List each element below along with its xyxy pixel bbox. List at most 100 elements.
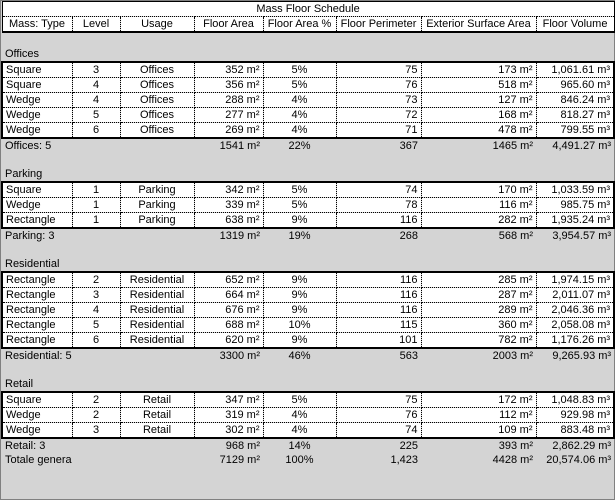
- cell-floor-area: 339 m²: [193, 197, 264, 213]
- cell-usage: [120, 228, 194, 243]
- group-total-row: Offices: 5 1541 m² 22% 367 1465 m² 4,491.27 m…: [2, 138, 615, 153]
- table-row[interactable]: Wedge 1 Parking 339 m² 5% 78 116 m² 985.75 m³: [1, 197, 615, 213]
- cell-floor-volume: 2,046.36 m³: [535, 302, 615, 318]
- cell-floor-perimeter: 268: [336, 228, 421, 243]
- cell-floor-area: 22%: [263, 138, 336, 153]
- cell-usage: Offices: [119, 107, 195, 123]
- cell-floor-perimeter: 76: [335, 77, 422, 93]
- cell-floor-area: 676 m²: [193, 302, 264, 318]
- cell-floor-area: 9%: [262, 302, 337, 318]
- cell-usage: Parking: [119, 181, 195, 198]
- table-row[interactable]: Square 2 Retail 347 m² 5% 75 172 m² 1,048.83 m³: [1, 391, 615, 408]
- cell-mass-type: Square: [1, 391, 73, 408]
- cell-floor-perimeter: 78: [335, 197, 422, 213]
- cell-usage: Residential: [119, 287, 195, 303]
- cell-level: 5: [71, 107, 121, 123]
- cell-level: 4: [71, 77, 121, 93]
- cell-usage: Offices: [119, 77, 195, 93]
- cell-usage: Residential: [119, 271, 195, 288]
- header-row: Mass: Type Level Usage Floor Area Floor Area…: [1, 16, 615, 33]
- cell-level: 2: [71, 391, 121, 408]
- cell-floor-area: Floor Area %: [262, 16, 337, 33]
- cell-floor-area: 302 m²: [193, 422, 264, 439]
- cell-mass-type: Rectangle: [1, 302, 73, 318]
- cell-exterior-surface-area: Exterior Surface Area: [420, 16, 537, 33]
- cell-exterior-surface-area: 170 m²: [420, 181, 537, 198]
- cell-floor-perimeter: 75: [335, 61, 422, 78]
- cell-exterior-surface-area: 478 m²: [420, 122, 537, 139]
- cell-mass-type: Rectangle: [1, 271, 73, 288]
- cell-level: 6: [71, 122, 121, 139]
- cell-floor-volume: 1,176.26 m³: [535, 332, 615, 349]
- cell-usage: [120, 348, 194, 363]
- cell-exterior-surface-area: 112 m²: [420, 407, 537, 423]
- table-row[interactable]: Rectangle 6 Residential 620 m² 9% 101 782 m² 1,…: [1, 332, 615, 349]
- group-total-row: Residential: 5 3300 m² 46% 563 2003 m² 9,265.…: [2, 348, 615, 363]
- group-header-row: Residential: [2, 257, 615, 272]
- table-row[interactable]: Square 3 Offices 352 m² 5% 75 173 m² 1,061.61 m…: [1, 61, 615, 78]
- table-row[interactable]: Square 4 Offices 356 m² 5% 76 518 m² 965.60 m³: [1, 77, 615, 93]
- cell-floor-volume: 929.98 m³: [535, 407, 615, 423]
- cell-level: 1: [71, 212, 121, 229]
- cell-mass-type: Rectangle: [1, 212, 73, 229]
- mass-floor-schedule: Mass Floor Schedule Mass: Type Level Usage…: [1, 1, 615, 467]
- cell-exterior-surface-area: 116 m²: [420, 197, 537, 213]
- cell-exterior-surface-area: 360 m²: [420, 317, 537, 333]
- cell-mass-type: Square: [1, 181, 73, 198]
- title-row: Mass Floor Schedule: [1, 1, 615, 17]
- cell-floor-perimeter: 116: [335, 212, 422, 229]
- cell-mass-type: Wedge: [1, 107, 73, 123]
- cell-exterior-surface-area: 568 m²: [421, 228, 536, 243]
- cell-exterior-surface-area: 2003 m²: [421, 348, 536, 363]
- table-row[interactable]: Rectangle 5 Residential 688 m² 10% 115 360 m² 2…: [1, 317, 615, 333]
- cell-floor-area: 356 m²: [193, 77, 264, 93]
- cell-exterior-surface-area: 285 m²: [420, 271, 537, 288]
- cell-floor-perimeter: 75: [335, 391, 422, 408]
- cell-level: 3: [71, 422, 121, 439]
- cell-floor-area: 3300 m²: [194, 348, 263, 363]
- cell-usage: Residential: [119, 332, 195, 349]
- cell-floor-perimeter: 225: [336, 438, 421, 453]
- spacer: [2, 363, 615, 377]
- cell-floor-area: 100%: [263, 453, 336, 467]
- table-row[interactable]: Square 1 Parking 342 m² 5% 74 170 m² 1,033.59 m…: [1, 181, 615, 198]
- table-row[interactable]: Rectangle 2 Residential 652 m² 9% 116 285 m² 1,…: [1, 271, 615, 288]
- group-name: Offices: [2, 47, 615, 62]
- cell-floor-area: 5%: [262, 197, 337, 213]
- cell-floor-area: 46%: [263, 348, 336, 363]
- cell-floor-area: 14%: [263, 438, 336, 453]
- cell-floor-volume: 883.48 m³: [535, 422, 615, 439]
- cell-level: 2: [71, 271, 121, 288]
- cell-level: 3: [71, 287, 121, 303]
- cell-floor-perimeter: 115: [335, 317, 422, 333]
- table-row[interactable]: Rectangle 3 Residential 664 m² 9% 116 287 m² 2,…: [1, 287, 615, 303]
- table-row[interactable]: Rectangle 4 Residential 676 m² 9% 116 289 m² 2,…: [1, 302, 615, 318]
- cell-level: 1: [71, 181, 121, 198]
- table-row[interactable]: Wedge 6 Offices 269 m² 4% 71 478 m² 799.55 m³: [1, 122, 615, 139]
- cell-exterior-surface-area: 168 m²: [420, 107, 537, 123]
- cell-mass-type: Square: [1, 77, 73, 93]
- cell-level: 2: [71, 407, 121, 423]
- table-row[interactable]: Wedge 3 Retail 302 m² 4% 74 109 m² 883.48 m³: [1, 422, 615, 439]
- cell-exterior-surface-area: 518 m²: [420, 77, 537, 93]
- table-row[interactable]: Rectangle 1 Parking 638 m² 9% 116 282 m² 1,935.…: [1, 212, 615, 229]
- cell-level: 5: [71, 317, 121, 333]
- cell-floor-volume: 1,935.24 m³: [535, 212, 615, 229]
- cell-floor-volume: 1,033.59 m³: [535, 181, 615, 198]
- cell-mass-type: Residential: 5: [2, 348, 72, 363]
- cell-mass-type: Wedge: [1, 92, 73, 108]
- table-row[interactable]: Wedge 2 Retail 319 m² 4% 76 112 m² 929.98 m³: [1, 407, 615, 423]
- cell-floor-volume: 1,048.83 m³: [535, 391, 615, 408]
- cell-exterior-surface-area: 127 m²: [420, 92, 537, 108]
- cell-exterior-surface-area: 287 m²: [420, 287, 537, 303]
- cell-floor-perimeter: Floor Perimeter: [335, 16, 422, 33]
- cell-floor-perimeter: 116: [335, 271, 422, 288]
- cell-floor-perimeter: 116: [335, 302, 422, 318]
- cell-floor-area: 5%: [262, 181, 337, 198]
- table-row[interactable]: Wedge 4 Offices 288 m² 4% 73 127 m² 846.24 m³: [1, 92, 615, 108]
- cell-floor-area: 4%: [262, 407, 337, 423]
- cell-floor-area: 10%: [262, 317, 337, 333]
- table-row[interactable]: Wedge 5 Offices 277 m² 4% 72 168 m² 818.27 m³: [1, 107, 615, 123]
- cell-mass-type: Mass: Type: [1, 16, 73, 33]
- cell-floor-area: 4%: [262, 107, 337, 123]
